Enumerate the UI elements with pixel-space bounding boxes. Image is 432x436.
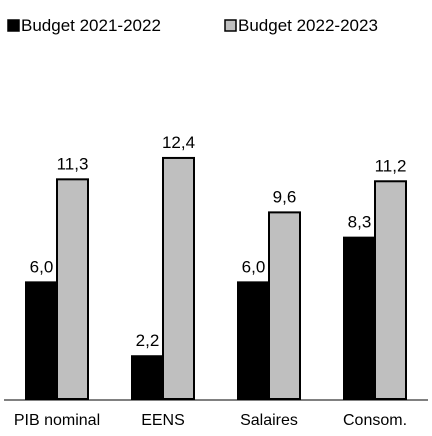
bar-budget-2022-2023-salaires bbox=[268, 211, 301, 400]
data-labels: 6,0 11,3 2,2 12,4 6,0 9,6 8,3 11,2 bbox=[30, 133, 407, 350]
bar-budget-2021-2022-consom bbox=[343, 236, 376, 400]
bar-budget-2022-2023-eens bbox=[162, 156, 195, 400]
x-tick-label-consom: Consom. bbox=[343, 412, 407, 429]
bar-budget-2022-2023-consom bbox=[374, 180, 407, 400]
legend-label-budget-2022-2023: Budget 2022-2023 bbox=[238, 16, 378, 35]
data-label-budget-2021-2022-consom: 8,3 bbox=[348, 213, 372, 232]
bars bbox=[25, 156, 407, 400]
data-label-budget-2022-2023-consom: 11,2 bbox=[375, 156, 407, 175]
data-label-budget-2022-2023-pib-nominal: 11,3 bbox=[57, 154, 89, 173]
legend: Budget 2021-2022 Budget 2022-2023 bbox=[7, 16, 378, 35]
bar-budget-2021-2022-eens bbox=[131, 355, 164, 400]
x-tick-label-pib-nominal: PIB nominal bbox=[14, 412, 100, 429]
bar-budget-2021-2022-salaires bbox=[237, 281, 270, 400]
data-label-budget-2021-2022-eens: 2,2 bbox=[136, 331, 160, 350]
bar-budget-2021-2022-pib-nominal bbox=[25, 281, 58, 400]
data-label-budget-2022-2023-eens: 12,4 bbox=[162, 133, 195, 152]
x-tick-label-eens: EENS bbox=[141, 412, 185, 429]
x-tick-label-salaires: Salaires bbox=[240, 412, 298, 429]
bar-budget-2022-2023-pib-nominal bbox=[56, 178, 89, 400]
data-label-budget-2022-2023-salaires: 9,6 bbox=[273, 187, 297, 206]
legend-swatch-budget-2021-2022 bbox=[7, 19, 20, 32]
legend-swatch-budget-2022-2023 bbox=[224, 19, 237, 32]
legend-label-budget-2021-2022: Budget 2021-2022 bbox=[21, 16, 161, 35]
x-tick-labels: PIB nominal EENS Salaires Consom. bbox=[14, 412, 407, 429]
data-label-budget-2021-2022-pib-nominal: 6,0 bbox=[30, 257, 54, 276]
data-label-budget-2021-2022-salaires: 6,0 bbox=[242, 257, 266, 276]
